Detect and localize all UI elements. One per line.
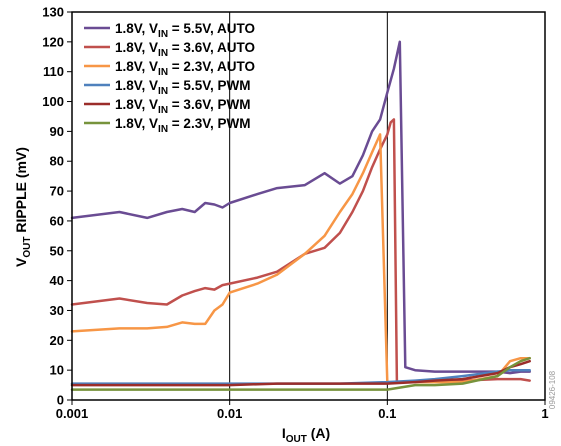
y-tick-label: 40 — [50, 273, 64, 288]
y-axis-title-rest: RIPPLE (mV) — [13, 147, 29, 236]
grid-lines — [229, 12, 388, 400]
series-line — [70, 356, 531, 391]
y-tick-label: 100 — [42, 94, 64, 109]
x-tick-label: 0.001 — [56, 406, 89, 421]
y-tick-label: 90 — [50, 124, 64, 139]
x-tick-label: 0.1 — [378, 406, 396, 421]
y-tick-label: 30 — [50, 303, 64, 318]
x-axis-title-unit: (A) — [307, 425, 330, 441]
legend-label: 1.8V, VIN = 3.6V, AUTO — [115, 40, 255, 59]
legend-label: 1.8V, VIN = 2.3V, PWM — [115, 116, 250, 135]
y-tick-label: 70 — [50, 184, 64, 199]
x-tick-label: 1 — [541, 406, 548, 421]
y-tick-label: 120 — [42, 34, 64, 49]
y-tick-label: 60 — [50, 213, 64, 228]
y-tick-label: 0 — [57, 393, 64, 408]
legend-label: 1.8V, VIN = 2.3V, AUTO — [115, 59, 255, 78]
x-axis-title-main: I — [282, 425, 286, 441]
x-axis-title: IOUT (A) — [282, 425, 330, 445]
y-tick-label: 50 — [50, 243, 64, 258]
y-tick-label: 20 — [50, 333, 64, 348]
y-axis-title: VOUT RIPPLE (mV) — [13, 147, 33, 267]
series-line — [70, 368, 531, 385]
y-tick-label: 80 — [50, 154, 64, 169]
legend-label: 1.8V, VIN = 5.5V, AUTO — [115, 21, 255, 40]
y-tick-label: 10 — [50, 363, 64, 378]
y-axis-title-main: V — [13, 257, 29, 267]
x-tick-label: 0.01 — [217, 406, 242, 421]
y-axis-title-subscript: OUT — [22, 237, 33, 258]
legend-label: 1.8V, VIN = 3.6V, PWM — [115, 97, 250, 116]
series-line — [70, 118, 531, 384]
legend-label: 1.8V, VIN = 5.5V, PWM — [115, 78, 250, 97]
series-line — [70, 133, 531, 384]
x-axis-title-subscript: OUT — [286, 434, 307, 445]
axis-ticks: 0 10 20 30 40 50 60 70 80 90 100 110 120 130 0.001 0.01… — [42, 5, 548, 422]
figure-code: 09426-108 — [548, 370, 557, 409]
y-tick-label: 130 — [42, 5, 64, 20]
y-tick-label: 110 — [43, 64, 64, 79]
plot-frame — [71, 11, 546, 401]
series-lines — [70, 40, 531, 391]
series-line — [70, 40, 531, 375]
